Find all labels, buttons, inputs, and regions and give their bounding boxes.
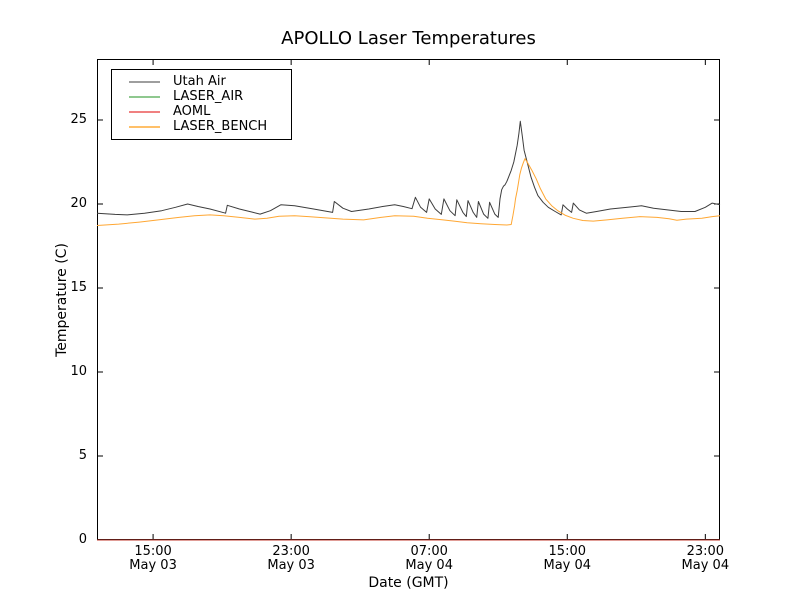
x-tick-time: 23:00: [686, 544, 725, 559]
x-tick-label: 15:00 May 03: [117, 545, 189, 573]
y-tick-label: 5: [78, 447, 87, 463]
legend-label: AOML: [173, 104, 211, 119]
y-axis-label: Temperature (C): [54, 243, 70, 357]
x-tick-time: 15:00: [548, 544, 586, 559]
y-tick-label: 20: [70, 195, 87, 211]
series-line-utah-air: [96, 120, 721, 219]
x-tick-label: 15:00 May 04: [531, 545, 603, 573]
legend-line-swatch: [129, 95, 160, 98]
x-tick-label: 23:00 May 04: [669, 545, 741, 573]
legend-line-swatch: [129, 110, 160, 113]
x-tick-label: 07:00 May 04: [393, 545, 465, 573]
x-tick-date: May 04: [405, 558, 453, 573]
x-tick-date: May 03: [129, 558, 177, 573]
legend: Utah Air LASER_AIR AOML LASER_BENCH: [111, 69, 292, 140]
legend-line-swatch: [129, 80, 160, 83]
x-tick-time: 15:00: [134, 544, 172, 559]
legend-item-laser-air: LASER_AIR: [118, 89, 285, 104]
legend-item-utah-air: Utah Air: [118, 74, 285, 89]
y-tick-label: 0: [78, 532, 87, 547]
legend-line-swatch: [129, 125, 160, 128]
legend-label: LASER_BENCH: [173, 119, 268, 134]
legend-label: Utah Air: [173, 74, 226, 89]
legend-item-laser-bench: LASER_BENCH: [118, 119, 285, 134]
y-tick-label: 25: [70, 111, 87, 127]
x-tick-date: May 04: [681, 558, 730, 573]
x-tick-date: May 03: [267, 558, 315, 573]
x-axis-label: Date (GMT): [368, 575, 449, 591]
y-tick-label: 15: [70, 279, 87, 295]
x-tick-time: 23:00: [272, 544, 310, 559]
y-tick-label: 10: [70, 363, 87, 379]
x-tick-label: 23:00 May 03: [255, 545, 327, 573]
series-line-laser-bench: [96, 158, 721, 226]
legend-item-aoml: AOML: [118, 104, 285, 119]
x-tick-date: May 04: [543, 558, 592, 573]
chart-title: APOLLO Laser Temperatures: [281, 28, 536, 49]
x-tick-time: 07:00: [410, 544, 448, 559]
legend-label: LASER_AIR: [173, 89, 244, 104]
